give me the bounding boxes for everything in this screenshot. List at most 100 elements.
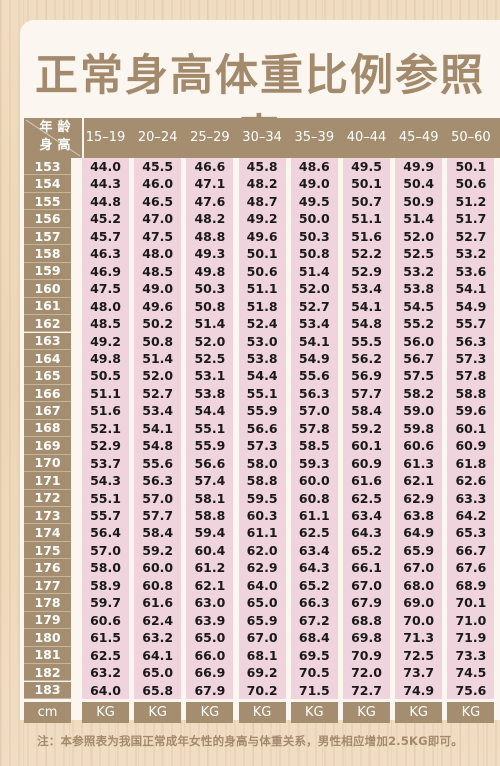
height-cell: 171: [24, 472, 71, 490]
weight-cell: 52.7: [455, 228, 487, 244]
weight-cell: 56.3: [142, 473, 174, 489]
weight-cell: 50.1: [351, 176, 382, 192]
weight-cell: 57.7: [351, 385, 382, 401]
weight-cell: 61.2: [194, 560, 226, 576]
weight-cell: 66.3: [298, 595, 330, 611]
weight-cell: 54.9: [455, 298, 487, 314]
weight-cell: 65.9: [246, 612, 278, 628]
weight-cell: 63.0: [194, 595, 226, 611]
weight-cell: 64.1: [142, 647, 174, 663]
weight-cell: 51.1: [246, 281, 278, 297]
weight-cell: 48.0: [90, 298, 121, 314]
table-row: 180 61.5 63.2 65.0 67.0 68.4 69.8 71.3 71.9: [24, 629, 500, 647]
weight-cell: 64.0: [90, 682, 121, 698]
weight-cell: 50.2: [142, 316, 174, 332]
weight-cell: 47.0: [142, 211, 174, 227]
weight-cell: 56.6: [194, 455, 226, 471]
height-cell: 167: [24, 402, 71, 420]
weight-unit-cell: KG: [134, 701, 182, 723]
table-row: 155 44.8 46.5 47.6 48.7 49.5 50.7 50.9 51.2: [24, 192, 500, 211]
table-row: 168 52.1 54.1 55.1 56.6 57.8 59.2 59.8 60.1: [24, 419, 500, 438]
weight-cell: 63.2: [90, 665, 121, 681]
weight-cell: 54.4: [194, 403, 226, 419]
table-row: 182 63.2 65.0 66.9 69.2 70.5 72.0 73.7 74.5: [24, 664, 500, 682]
weight-cell: 55.9: [246, 403, 278, 419]
weight-cell: 66.1: [351, 560, 382, 576]
weight-cell: 56.9: [351, 368, 382, 384]
table-row: 175 57.0 59.2 60.4 62.0 63.4 65.2 65.9 66.7: [24, 541, 500, 560]
weight-cell: 66.9: [194, 665, 226, 681]
corner-height-label: 身高: [37, 137, 73, 155]
height-cell: 174: [24, 524, 71, 542]
weight-cell: 61.1: [246, 525, 278, 541]
weight-cell: 44.8: [90, 193, 121, 209]
table-row: 177 58.9 60.8 62.1 64.0 65.2 67.0 68.0 68.9: [24, 576, 500, 595]
weight-cell: 52.1: [90, 420, 121, 436]
footnote: 注：本参照表为我国正常成年女性的身高与体重关系，男性相应增加2.5KG即可。: [37, 734, 463, 748]
column-background: [343, 158, 390, 699]
weight-cell: 54.5: [403, 298, 435, 314]
height-cell: 175: [24, 541, 71, 560]
weight-cell: 48.7: [246, 193, 278, 209]
weight-cell: 54.1: [455, 281, 487, 297]
weight-cell: 58.8: [194, 508, 226, 523]
weight-cell: 52.7: [298, 298, 330, 314]
weight-cell: 64.0: [246, 577, 278, 593]
weight-cell: 52.4: [246, 316, 278, 332]
weight-cell: 62.6: [455, 473, 487, 489]
weight-cell: 57.5: [403, 368, 435, 384]
weight-cell: 74.5: [455, 665, 487, 681]
age-group-header: 15–19: [85, 130, 126, 145]
table-row: 183 64.0 65.8 67.9 70.2 71.5 72.7 74.9 75.6: [24, 681, 500, 699]
weight-cell: 57.8: [298, 420, 330, 436]
weight-cell: 60.1: [455, 420, 487, 436]
corner-header-cell: 年龄 身高: [24, 118, 84, 158]
weight-cell: 71.3: [403, 630, 435, 646]
height-cell: 170: [24, 454, 71, 473]
weight-cell: 48.5: [90, 316, 121, 332]
weight-cell: 57.3: [246, 438, 278, 454]
weight-cell: 60.9: [455, 438, 487, 454]
weight-cell: 60.0: [298, 473, 330, 489]
weight-cell: 59.7: [90, 595, 121, 611]
table-row: 158 46.3 48.0 49.3 50.1 50.8 52.2 52.5 53.2: [24, 245, 500, 263]
column-background: [238, 158, 286, 699]
weight-cell: 65.0: [194, 630, 226, 646]
weight-cell: 60.8: [142, 577, 174, 593]
weight-cell: 52.0: [403, 228, 435, 244]
weight-unit-cell: KG: [343, 701, 390, 723]
table-row: 157 45.7 47.5 48.8 49.6 50.3 51.6 52.0 52.7: [24, 227, 500, 246]
weight-cell: 52.2: [351, 246, 382, 262]
weight-cell: 55.7: [90, 508, 121, 523]
weight-cell: 59.0: [403, 403, 435, 419]
weight-cell: 69.2: [246, 665, 278, 681]
weight-cell: 66.0: [194, 647, 226, 663]
weight-cell: 60.0: [142, 560, 174, 576]
weight-cell: 53.2: [403, 263, 435, 279]
table-body: 153 44.0 45.5 46.6 45.8 48.6 49.5 49.9 50.1 154 44…: [24, 158, 500, 699]
weight-cell: 49.8: [90, 350, 121, 366]
weight-cell: 50.8: [142, 333, 174, 349]
height-cell: 168: [24, 419, 71, 438]
weight-cell: 69.8: [351, 630, 382, 646]
weight-cell: 60.4: [194, 542, 226, 558]
weight-cell: 62.9: [246, 560, 278, 576]
height-cell: 165: [24, 367, 71, 385]
weight-cell: 58.1: [194, 490, 226, 506]
weight-cell: 50.8: [194, 298, 226, 314]
corner-age-char-1: 年: [39, 120, 53, 135]
weight-cell: 51.4: [194, 316, 226, 332]
weight-cell: 61.6: [351, 473, 382, 489]
weight-cell: 70.5: [298, 665, 330, 681]
weight-cell: 66.7: [455, 542, 487, 558]
table-header: 年龄 身高 15–19 20–24 25–29 30–34 35–39 40–44 45–4…: [24, 118, 500, 158]
weight-cell: 59.4: [194, 525, 226, 541]
weight-cell: 51.6: [90, 403, 121, 419]
weight-cell: 53.8: [194, 385, 226, 401]
age-group-header: 35–39: [294, 130, 335, 145]
weight-cell: 49.9: [403, 159, 435, 174]
weight-cell: 61.5: [90, 630, 121, 646]
weight-cell: 53.4: [298, 316, 330, 332]
weight-unit-cell: KG: [186, 701, 234, 723]
weight-cell: 48.2: [194, 211, 226, 227]
